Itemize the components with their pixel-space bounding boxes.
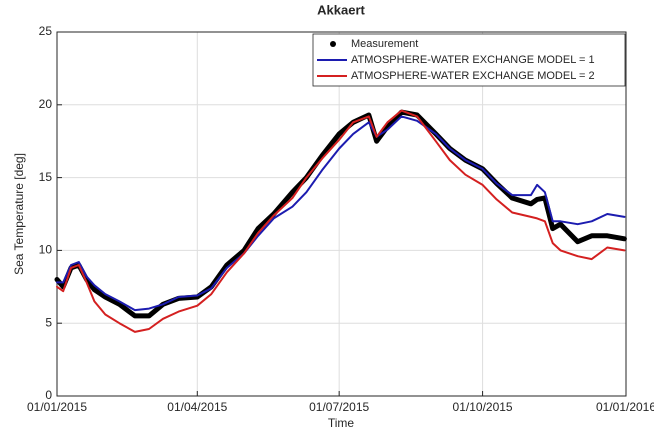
x-tick-label: 01/01/2015 [27, 400, 87, 414]
model-line [56, 109, 626, 333]
plot-frame [56, 31, 627, 397]
legend-label: Measurement [351, 38, 418, 50]
legend-box [312, 33, 626, 87]
x-tick-label: 01/04/2015 [167, 400, 227, 414]
legend-label: ATMOSPHERE-WATER EXCHANGE MODEL = 2 [351, 70, 595, 82]
y-tick-label: 20 [39, 97, 53, 111]
y-axis-label: Sea Temperature [deg] [12, 153, 26, 275]
y-tick-label: 15 [39, 170, 53, 184]
y-tick-label: 25 [39, 24, 53, 38]
chart-title: Akkaert [317, 2, 365, 17]
legend-marker [330, 41, 336, 47]
y-tick-label: 10 [39, 243, 53, 257]
model-line [56, 115, 626, 312]
x-tick-label: 01/01/2016 [596, 400, 654, 414]
x-axis-label: Time [328, 416, 355, 430]
legend-label: ATMOSPHERE-WATER EXCHANGE MODEL = 1 [351, 54, 595, 66]
x-tick-label: 01/07/2015 [309, 400, 369, 414]
measurement-line [54, 109, 627, 319]
x-tick-label: 01/10/2015 [453, 400, 513, 414]
y-tick-label: 5 [45, 315, 52, 329]
y-tick-label: 0 [45, 388, 52, 402]
